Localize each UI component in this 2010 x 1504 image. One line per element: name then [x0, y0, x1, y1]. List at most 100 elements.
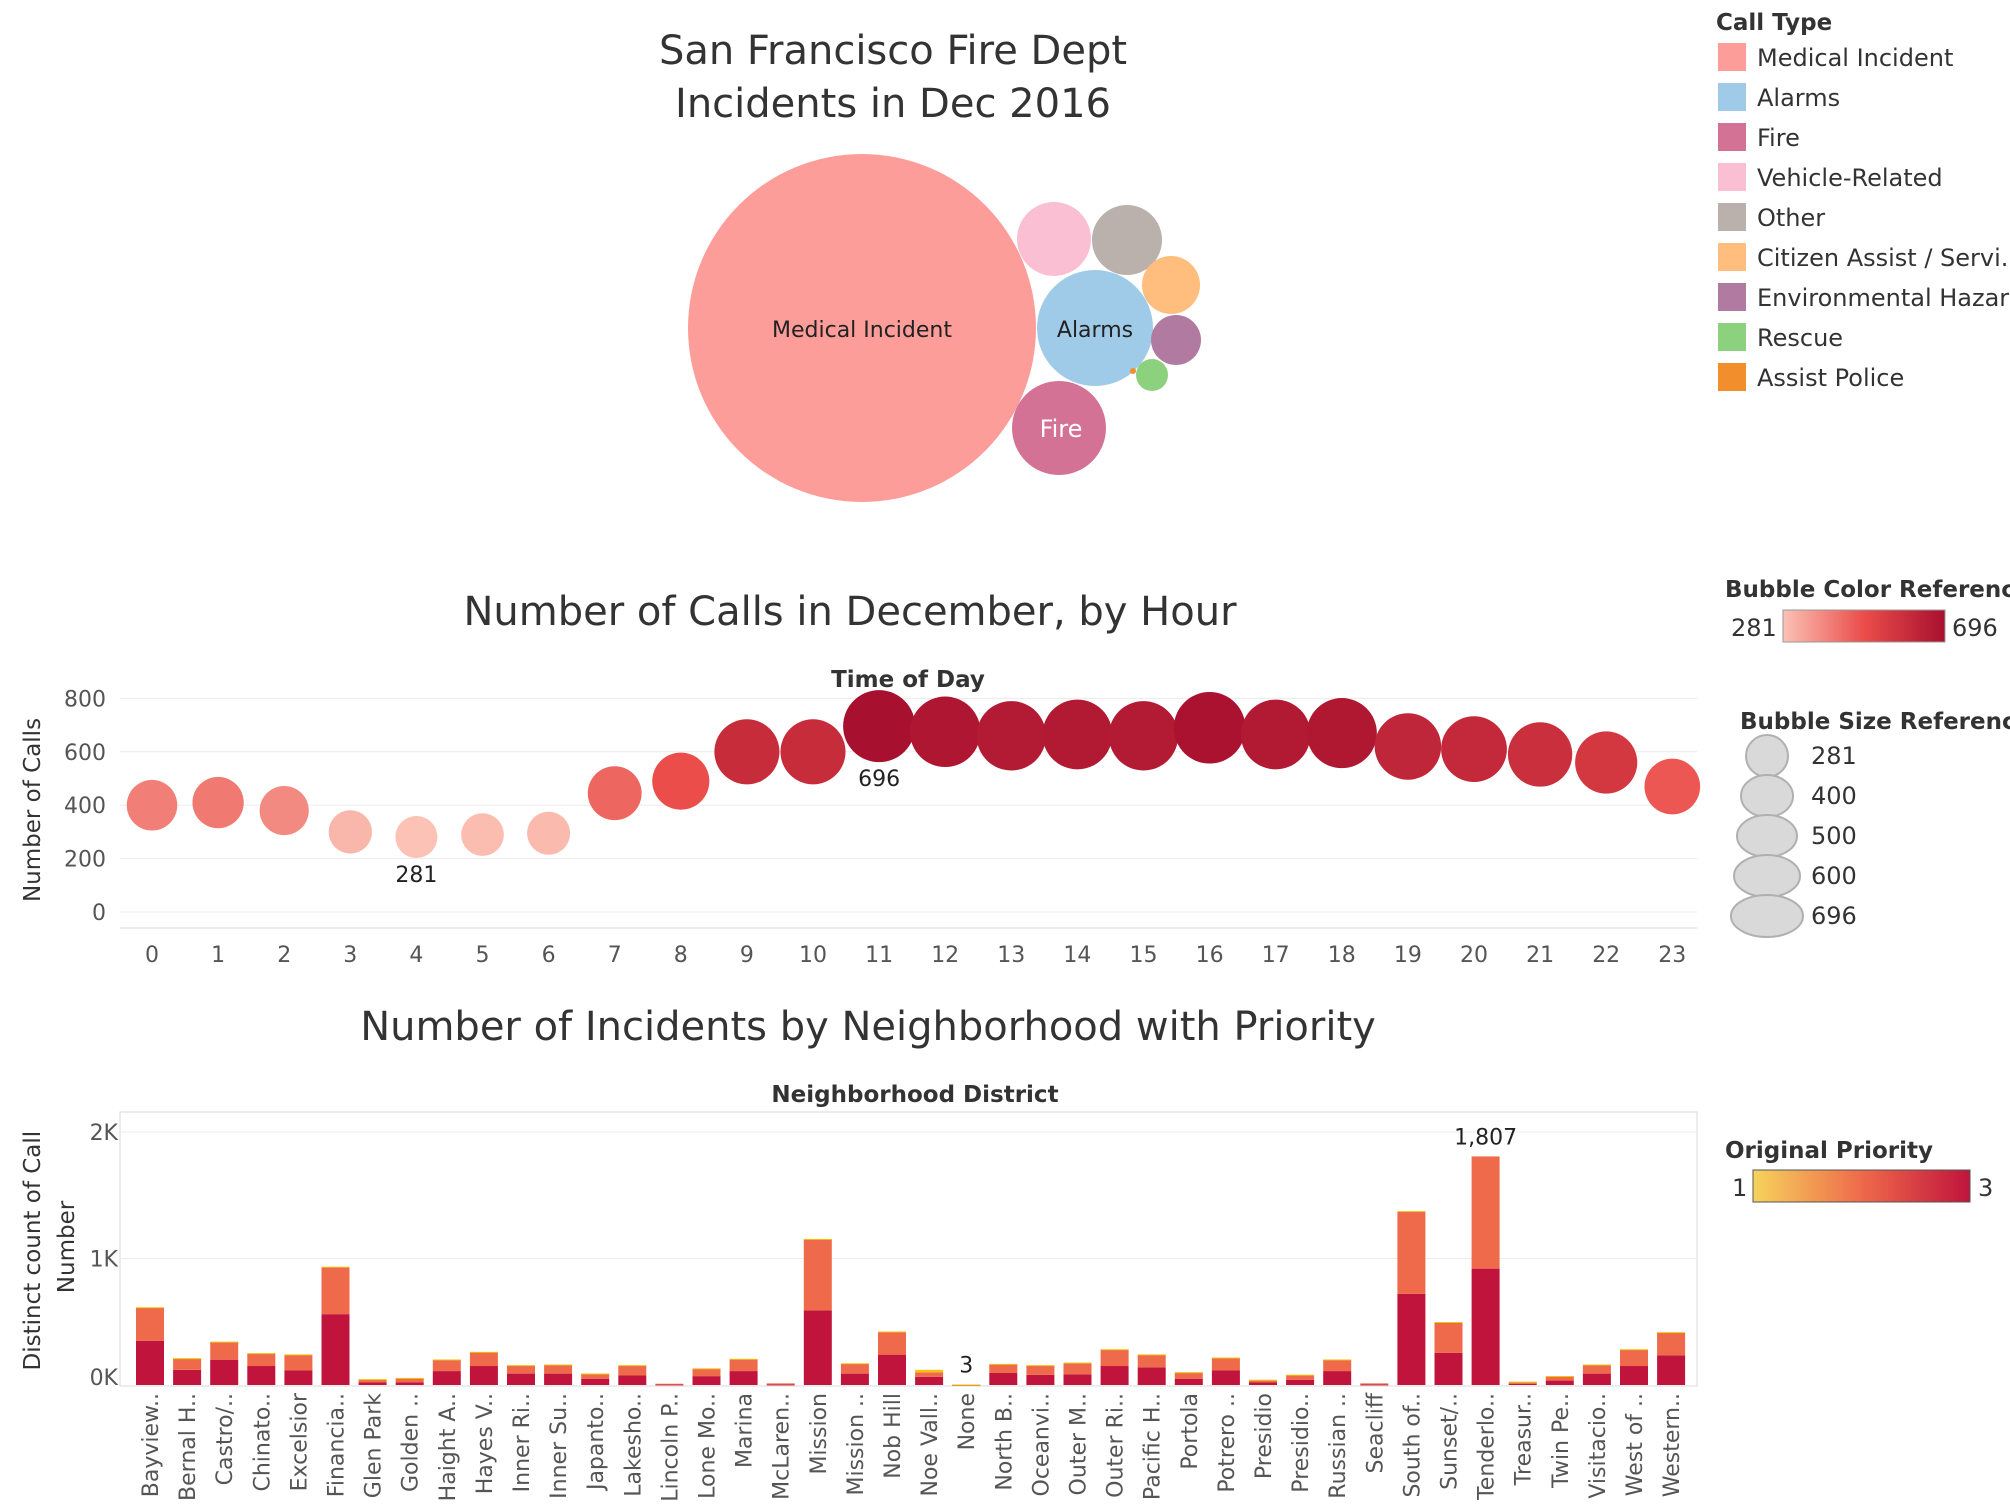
neighborhood-bar-segment[interactable] — [1211, 1357, 1240, 1371]
legend-swatch[interactable] — [1718, 283, 1746, 311]
neighborhood-bar-segment[interactable] — [358, 1382, 387, 1385]
neighborhood-bar-segment[interactable] — [321, 1267, 350, 1315]
neighborhood-bar-segment[interactable] — [878, 1331, 906, 1333]
neighborhood-bar-segment[interactable] — [618, 1365, 647, 1376]
neighborhood-bar-segment[interactable] — [432, 1359, 461, 1372]
neighborhood-bar-segment[interactable] — [803, 1239, 832, 1311]
neighborhood-bar-segment[interactable] — [1508, 1381, 1537, 1383]
legend-swatch[interactable] — [1718, 243, 1746, 271]
hourly-bubble[interactable] — [976, 701, 1046, 771]
neighborhood-bar-segment[interactable] — [1508, 1381, 1537, 1384]
neighborhood-bar-segment[interactable] — [878, 1354, 906, 1385]
hourly-bubble[interactable] — [395, 815, 438, 858]
neighborhood-bar-segment[interactable] — [1657, 1355, 1686, 1385]
neighborhood-bar-segment[interactable] — [395, 1378, 424, 1383]
neighborhood-bar-segment[interactable] — [469, 1352, 498, 1367]
neighborhood-bar-segment[interactable] — [1137, 1354, 1166, 1368]
neighborhood-bar-segment[interactable] — [766, 1384, 795, 1386]
neighborhood-bar-segment[interactable] — [1286, 1374, 1315, 1376]
neighborhood-bar-segment[interactable] — [1174, 1372, 1203, 1379]
neighborhood-bar-segment[interactable] — [173, 1358, 202, 1360]
neighborhood-bar-segment[interactable] — [210, 1359, 239, 1385]
neighborhood-bar-segment[interactable] — [766, 1383, 795, 1385]
hourly-bubble[interactable] — [1240, 699, 1311, 770]
neighborhood-bar-segment[interactable] — [284, 1354, 313, 1371]
hourly-bubble[interactable] — [259, 785, 309, 836]
neighborhood-bar-segment[interactable] — [1100, 1349, 1129, 1351]
neighborhood-bar-segment[interactable] — [655, 1383, 684, 1385]
neighborhood-bar-segment[interactable] — [1397, 1211, 1426, 1213]
hourly-bubble[interactable] — [1374, 713, 1442, 780]
hourly-bubble[interactable] — [587, 766, 642, 821]
legend-swatch[interactable] — [1718, 123, 1746, 151]
neighborhood-bar-segment[interactable] — [1211, 1357, 1240, 1359]
neighborhood-bar-segment[interactable] — [692, 1376, 721, 1385]
bubble-citizen-assist[interactable] — [1142, 256, 1200, 314]
neighborhood-bar-segment[interactable] — [247, 1353, 276, 1367]
neighborhood-bar-segment[interactable] — [210, 1341, 239, 1343]
hourly-bubble[interactable] — [909, 696, 981, 768]
neighborhood-bar-segment[interactable] — [1063, 1362, 1092, 1375]
bubble-vehicle-related[interactable] — [1017, 202, 1091, 276]
neighborhood-bar-segment[interactable] — [1657, 1332, 1686, 1356]
neighborhood-bar-segment[interactable] — [247, 1366, 276, 1385]
neighborhood-bar-segment[interactable] — [655, 1384, 684, 1386]
neighborhood-bar-segment[interactable] — [1582, 1373, 1611, 1385]
hourly-bubble[interactable] — [1306, 698, 1377, 769]
neighborhood-bar-segment[interactable] — [136, 1307, 164, 1341]
neighborhood-bar-segment[interactable] — [915, 1372, 944, 1377]
neighborhood-bar-segment[interactable] — [247, 1353, 276, 1355]
neighborhood-bar-segment[interactable] — [1100, 1349, 1129, 1367]
hourly-bubble[interactable] — [1507, 722, 1573, 787]
neighborhood-bar-segment[interactable] — [915, 1369, 944, 1373]
neighborhood-bar-segment[interactable] — [692, 1368, 721, 1370]
neighborhood-bar-segment[interactable] — [1137, 1354, 1166, 1356]
hourly-bubble[interactable] — [1644, 758, 1701, 815]
neighborhood-bar-segment[interactable] — [395, 1382, 424, 1385]
neighborhood-bar-segment[interactable] — [1508, 1383, 1537, 1385]
neighborhood-bar-segment[interactable] — [1471, 1156, 1500, 1269]
neighborhood-bar-segment[interactable] — [840, 1363, 869, 1374]
neighborhood-bar-segment[interactable] — [173, 1358, 202, 1370]
neighborhood-bar-segment[interactable] — [1137, 1367, 1166, 1385]
neighborhood-bar-segment[interactable] — [1323, 1371, 1352, 1385]
neighborhood-bar-segment[interactable] — [469, 1351, 498, 1353]
neighborhood-bar-segment[interactable] — [544, 1364, 573, 1366]
legend-swatch[interactable] — [1718, 203, 1746, 231]
neighborhood-bar-segment[interactable] — [1471, 1268, 1500, 1385]
neighborhood-bar-segment[interactable] — [1174, 1372, 1203, 1374]
legend-swatch[interactable] — [1718, 83, 1746, 111]
neighborhood-bar-segment[interactable] — [544, 1373, 573, 1385]
neighborhood-bar-segment[interactable] — [618, 1365, 647, 1367]
neighborhood-bar-segment[interactable] — [1286, 1374, 1315, 1380]
hourly-bubble[interactable] — [1575, 731, 1638, 794]
neighborhood-bar-segment[interactable] — [989, 1372, 1018, 1385]
neighborhood-bar-segment[interactable] — [1323, 1359, 1352, 1372]
neighborhood-bar-segment[interactable] — [729, 1358, 758, 1360]
legend-swatch[interactable] — [1718, 163, 1746, 191]
hourly-bubble[interactable] — [843, 690, 916, 763]
bubble-medical-incident[interactable] — [688, 154, 1036, 502]
neighborhood-bar-segment[interactable] — [1582, 1364, 1611, 1366]
hourly-bubble[interactable] — [1042, 699, 1113, 770]
neighborhood-bar-segment[interactable] — [952, 1384, 981, 1386]
legend-swatch[interactable] — [1718, 323, 1746, 351]
neighborhood-bar-segment[interactable] — [1249, 1379, 1277, 1381]
neighborhood-bar-segment[interactable] — [284, 1370, 313, 1385]
neighborhood-bar-segment[interactable] — [1545, 1376, 1574, 1381]
hourly-bubble[interactable] — [328, 810, 372, 854]
neighborhood-bar-segment[interactable] — [544, 1364, 573, 1374]
hourly-bubble[interactable] — [527, 811, 571, 855]
neighborhood-bar-segment[interactable] — [581, 1373, 610, 1375]
neighborhood-bar-segment[interactable] — [173, 1369, 202, 1385]
neighborhood-bar-segment[interactable] — [358, 1379, 387, 1381]
neighborhood-bar-segment[interactable] — [729, 1371, 758, 1385]
neighborhood-bar-segment[interactable] — [1545, 1376, 1574, 1378]
neighborhood-bar-segment[interactable] — [136, 1340, 164, 1385]
neighborhood-bar-segment[interactable] — [432, 1371, 461, 1385]
neighborhood-bar-segment[interactable] — [1026, 1365, 1055, 1375]
neighborhood-bar-segment[interactable] — [1657, 1332, 1686, 1334]
neighborhood-bar-segment[interactable] — [1434, 1322, 1463, 1353]
neighborhood-bar-segment[interactable] — [915, 1376, 944, 1385]
neighborhood-bar-segment[interactable] — [1397, 1211, 1426, 1294]
